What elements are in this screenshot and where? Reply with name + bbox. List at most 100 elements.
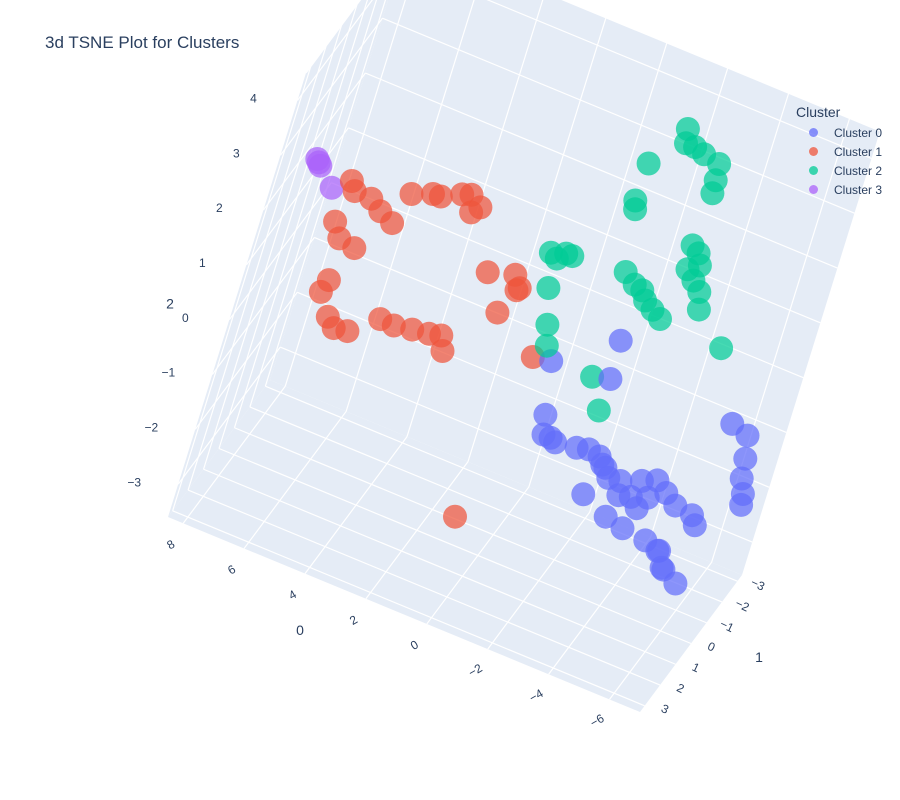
x-tick-label: −6 [588,711,607,730]
data-point-cluster-2[interactable] [536,276,561,300]
y-gridline [172,66,312,511]
z-gridline [348,127,821,324]
y-gridline [264,0,387,387]
data-point-cluster-1[interactable] [381,313,406,338]
z-gridline [486,0,872,159]
x-tick-label: 6 [225,562,238,578]
y-gridline [218,4,358,449]
y-wall-edge [561,0,881,132]
data-point-cluster-2[interactable] [707,152,732,176]
data-point-cluster-1[interactable] [399,182,424,206]
data-point-cluster-0[interactable] [733,446,758,471]
data-point-cluster-2[interactable] [535,312,560,337]
data-point-cluster-0[interactable] [680,503,704,528]
data-point-cluster-1[interactable] [429,323,454,348]
z-gridline [382,17,855,214]
legend-item-cluster-0[interactable]: Cluster 0 [796,123,882,142]
chart-title: 3d TSNE Plot for Clusters [45,33,240,52]
legend-marker-icon [809,185,818,194]
x-tick-label: 8 [164,537,177,553]
y-gridline [187,489,661,686]
y-tick-label: 0 [705,639,717,655]
data-point-cluster-0[interactable] [598,367,623,391]
data-point-cluster-1[interactable] [485,300,510,325]
data-point-cluster-2[interactable] [686,297,711,322]
x-tick-label: −4 [527,686,546,705]
y-gridline [203,468,676,665]
data-point-cluster-1[interactable] [443,504,467,529]
y-gridline [234,427,707,624]
data-point-cluster-2[interactable] [580,364,605,389]
z-tick-label: 4 [250,92,257,106]
data-point-cluster-1[interactable] [342,236,367,261]
z-tick-label: −2 [144,420,158,434]
data-point-cluster-2[interactable] [636,151,661,176]
y-gridline [202,25,343,470]
data-points[interactable] [305,117,760,596]
data-point-cluster-1[interactable] [339,169,364,193]
data-point-cluster-2[interactable] [560,244,585,269]
data-point-cluster-1[interactable] [421,182,445,206]
data-point-cluster-0[interactable] [729,466,754,491]
z-gridline [297,0,373,101]
data-point-cluster-2[interactable] [687,280,712,304]
y-gridline [172,510,645,707]
data-point-cluster-1[interactable] [475,260,500,285]
y-tick-label: −2 [733,596,752,615]
legend-marker-icon [809,166,818,175]
data-point-cluster-0[interactable] [608,328,633,353]
legend-label: Cluster 3 [834,182,883,197]
z-gridline [177,346,281,485]
z-axis-title: 2 [166,296,174,312]
data-point-cluster-0[interactable] [593,504,618,529]
data-point-cluster-0[interactable] [663,571,688,596]
legend-item-cluster-3[interactable]: Cluster 3 [796,180,882,199]
data-point-cluster-0[interactable] [735,423,760,448]
y-tick-label: −1 [718,617,737,636]
data-point-cluster-2[interactable] [534,333,559,358]
data-point-cluster-2[interactable] [709,336,734,361]
data-point-cluster-0[interactable] [538,425,563,450]
data-point-cluster-1[interactable] [316,268,341,293]
z-gridline [228,182,332,321]
data-point-cluster-1[interactable] [380,211,405,236]
x-gridline [467,17,607,462]
data-point-cluster-0[interactable] [533,402,558,427]
y-gridline [249,406,723,603]
z-gridline [211,237,315,375]
legend-item-cluster-1[interactable]: Cluster 1 [796,142,882,161]
legend-item-cluster-2[interactable]: Cluster 2 [796,161,882,180]
data-point-cluster-0[interactable] [590,452,615,477]
data-point-cluster-2[interactable] [648,307,672,331]
legend-label: Cluster 1 [834,144,883,159]
data-point-cluster-2[interactable] [623,188,648,213]
data-point-cluster-1[interactable] [468,195,493,220]
y-gridline [218,447,692,645]
data-point-cluster-2[interactable] [630,278,655,303]
legend: Cluster Cluster 0 Cluster 1 Cluster 2 Clust… [796,104,882,199]
data-point-cluster-3[interactable] [319,175,344,200]
data-point-cluster-0[interactable] [649,555,674,580]
y-gridline [233,0,369,428]
data-point-cluster-2[interactable] [586,398,611,423]
data-point-cluster-2[interactable] [675,117,700,141]
data-point-cluster-0[interactable] [610,516,635,541]
data-point-cluster-3[interactable] [305,147,330,171]
z-gridline [279,17,383,156]
legend-label: Cluster 0 [834,125,883,140]
data-point-cluster-0[interactable] [571,482,596,507]
data-point-cluster-1[interactable] [335,319,360,344]
data-point-cluster-2[interactable] [680,233,705,258]
legend-label: Cluster 2 [834,163,883,178]
x-tick-label: 2 [347,612,360,628]
data-point-cluster-1[interactable] [503,262,528,287]
axis-titles: 0 1 2 [166,296,763,666]
x-wall-edge [305,0,362,74]
scene-grid [172,0,881,707]
z-tick-label: −3 [127,475,141,489]
y-axis-title: 1 [755,649,763,665]
z-gridline [245,127,349,266]
x-tick-label: −2 [466,661,485,680]
